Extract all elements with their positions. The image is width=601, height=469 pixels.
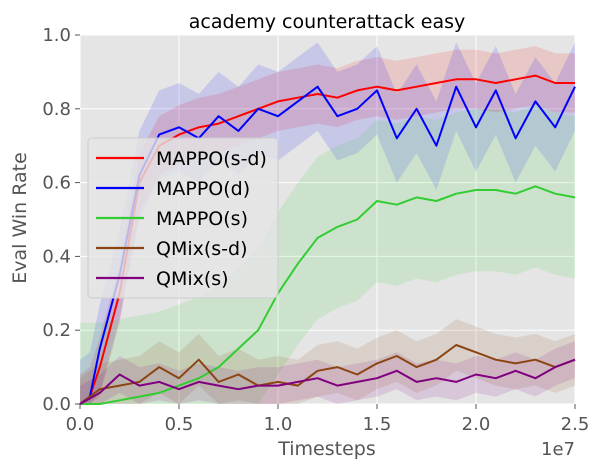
grid [79,34,576,405]
x-tick-label: 2.5 [561,414,590,435]
y-tick-label: 0.4 [42,246,71,267]
legend-label: MAPPO(d) [156,178,250,200]
series-band [80,46,575,404]
x-tick-label: 1.5 [363,414,392,435]
series-band [80,105,575,404]
y-tick-label: 0.6 [42,173,71,194]
y-axis-label: Eval Win Rate [9,152,31,284]
x-tick-label: 2.0 [462,414,491,435]
y-tick-label: 0.2 [42,320,71,341]
legend-label: QMix(s-d) [156,238,248,260]
x-tick-label: 1.0 [264,414,293,435]
y-tick-label: 1.0 [42,25,71,46]
legend-label: QMix(s) [156,268,229,290]
x-tick-label: 0.5 [165,414,194,435]
x-axis-offset-text: 1e7 [541,439,575,460]
legend-label: MAPPO(s) [156,208,248,230]
x-axis-ticks: 0.0 0.5 1.0 1.5 2.0 2.5 [66,404,590,435]
legend: MAPPO(s-d) MAPPO(d) MAPPO(s) QMix(s-d) QMix(… [87,137,279,299]
y-tick-label: 0.8 [42,99,71,120]
series-line [79,358,576,405]
y-axis-ticks: 0.0 0.2 0.4 0.6 0.8 1.0 [42,25,80,415]
series-line [79,344,576,405]
legend-box [87,137,279,299]
series-band [80,341,575,404]
y-tick-label: 0.0 [42,394,71,415]
x-tick-label: 0.0 [66,414,95,435]
series-line [80,185,576,405]
legend-label: MAPPO(s-d) [156,148,267,170]
x-axis-label: Timesteps [277,438,376,460]
chart-title: academy counterattack easy [189,11,466,33]
